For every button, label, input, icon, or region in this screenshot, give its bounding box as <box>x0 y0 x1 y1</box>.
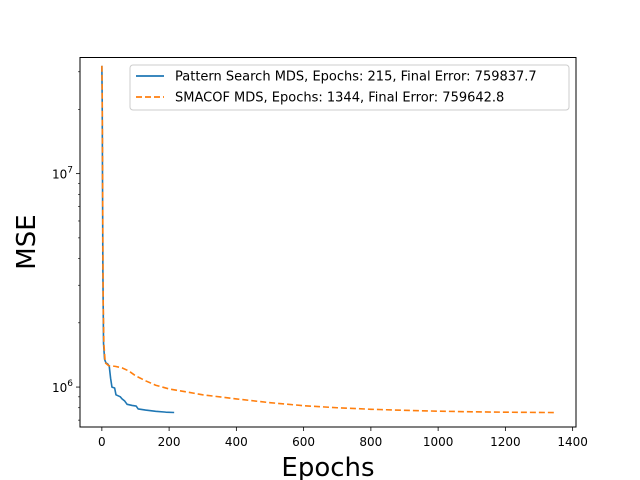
x-tick-label: 400 <box>225 435 248 449</box>
series-line-1 <box>101 65 554 414</box>
x-tick-label: 600 <box>292 435 315 449</box>
x-tick-label: 1400 <box>557 435 588 449</box>
series-layer <box>101 65 554 414</box>
x-tick-label: 0 <box>98 435 106 449</box>
x-axis-title: Epochs <box>281 453 374 480</box>
plot-frame <box>79 57 577 428</box>
legend: Pattern Search MDS, Epochs: 215, Final E… <box>129 64 570 111</box>
y-tick-label: 107 <box>52 166 73 182</box>
x-axis: 0 200 400 600 800 1000 1200 1400 <box>98 427 588 449</box>
x-tick-label: 200 <box>158 435 181 449</box>
y-axis: 106 107 <box>52 71 80 421</box>
legend-label-smacof: SMACOF MDS, Epochs: 1344, Final Error: 7… <box>175 91 504 106</box>
y-tick-label: 106 <box>52 379 73 395</box>
x-tick-label: 800 <box>359 435 382 449</box>
y-axis-title: MSE <box>12 214 42 269</box>
x-tick-label: 1000 <box>423 435 454 449</box>
series-line-0 <box>101 65 175 414</box>
legend-label-pattern-search: Pattern Search MDS, Epochs: 215, Final E… <box>175 70 537 85</box>
x-tick-label: 1200 <box>490 435 521 449</box>
legend-box <box>129 64 570 111</box>
